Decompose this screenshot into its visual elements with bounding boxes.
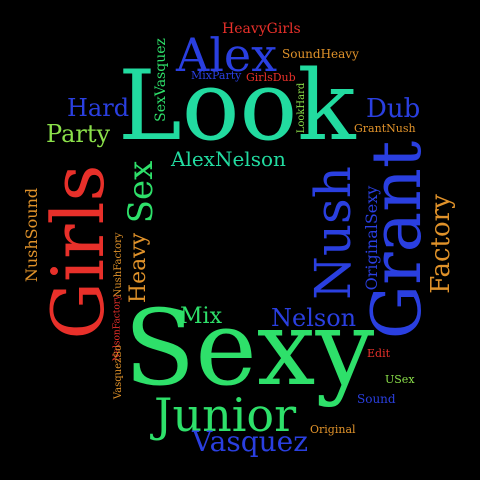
- word-party: Party: [46, 120, 111, 148]
- word-sex: Sex: [121, 160, 161, 224]
- word-sexvasquez: SexVasquez: [153, 38, 169, 122]
- word-girls: Girls: [36, 164, 120, 340]
- word-alex: Alex: [176, 28, 278, 82]
- word-nushfactory: NushFactory: [113, 232, 124, 298]
- word-look: Look: [118, 50, 356, 162]
- word-sexy: Sexy: [124, 287, 375, 409]
- word-nelson: Nelson: [271, 304, 357, 332]
- word-dub: Dub: [366, 94, 421, 124]
- word-mixparty: MixParty: [191, 69, 242, 82]
- word-originalsexy: OriginalSexy: [362, 185, 381, 291]
- word-usex: USex: [385, 373, 415, 386]
- word-nush: Nush: [304, 166, 362, 300]
- word-vasquezso: VasquezSo: [113, 344, 124, 400]
- word-mix: Mix: [180, 304, 222, 329]
- word-heavy: Heavy: [126, 232, 151, 304]
- word-girlsdub: GirlsDub: [246, 71, 296, 84]
- word-vasquez: Vasquez: [192, 425, 308, 458]
- word-soundheavy: SoundHeavy: [282, 47, 359, 61]
- word-factory: Factory: [426, 194, 456, 294]
- word-heavygirls: HeavyGirls: [222, 21, 301, 37]
- word-grantnush: GrantNush: [354, 122, 416, 135]
- word-hard: Hard: [67, 94, 130, 122]
- word-junior: Junior: [154, 388, 297, 442]
- word-edit: Edit: [367, 347, 391, 360]
- word-original: Original: [310, 423, 356, 436]
- word-sound: Sound: [357, 392, 396, 406]
- word-lookhard: LookHard: [296, 82, 307, 134]
- word-nushsound: NushSound: [22, 187, 41, 283]
- word-alexnelson: AlexNelson: [171, 147, 286, 171]
